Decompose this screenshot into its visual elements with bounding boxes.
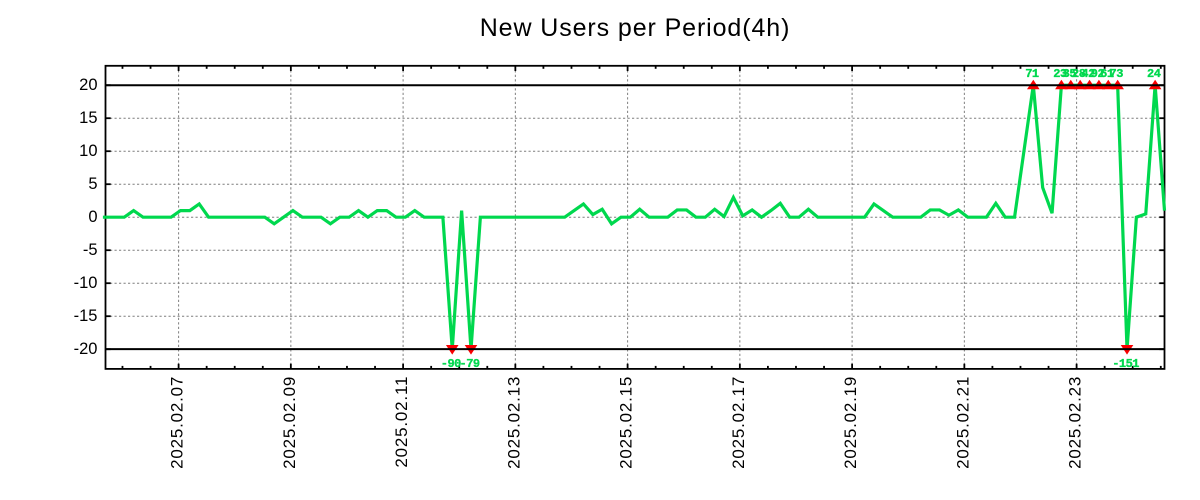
- svg-text:23: 23: [1053, 67, 1067, 81]
- svg-text:-151: -151: [1112, 357, 1139, 371]
- svg-text:New Users per Period(4h): New Users per Period(4h): [480, 14, 791, 42]
- svg-text:35: 35: [1063, 67, 1077, 81]
- svg-text:2025.02.23: 2025.02.23: [1066, 376, 1085, 469]
- svg-text:15: 15: [79, 109, 97, 127]
- svg-text:42: 42: [1081, 67, 1095, 81]
- svg-text:2025.02.21: 2025.02.21: [953, 376, 972, 469]
- svg-text:20: 20: [79, 76, 97, 94]
- svg-text:2025.02.15: 2025.02.15: [617, 376, 636, 469]
- svg-text:-15: -15: [74, 307, 98, 325]
- svg-text:2025.02.07: 2025.02.07: [168, 376, 187, 469]
- svg-text:-79: -79: [460, 357, 480, 371]
- svg-text:61: 61: [1100, 67, 1114, 81]
- svg-text:5: 5: [88, 175, 97, 193]
- svg-text:71: 71: [1025, 67, 1039, 81]
- svg-text:2025.02.19: 2025.02.19: [841, 376, 860, 469]
- svg-text:28: 28: [1072, 67, 1086, 81]
- svg-text:2025.02.11: 2025.02.11: [392, 376, 411, 468]
- svg-text:2025.02.17: 2025.02.17: [729, 376, 748, 469]
- svg-text:92: 92: [1091, 67, 1105, 81]
- svg-text:10: 10: [79, 142, 97, 160]
- svg-text:-20: -20: [74, 340, 98, 358]
- svg-text:-90: -90: [441, 357, 461, 371]
- svg-text:24: 24: [1147, 67, 1161, 81]
- svg-text:2025.02.09: 2025.02.09: [280, 376, 299, 469]
- svg-text:2025.02.13: 2025.02.13: [504, 376, 523, 469]
- svg-text:0: 0: [88, 208, 97, 226]
- svg-text:-10: -10: [74, 274, 98, 292]
- svg-text:-5: -5: [83, 241, 98, 259]
- svg-text:73: 73: [1110, 67, 1124, 81]
